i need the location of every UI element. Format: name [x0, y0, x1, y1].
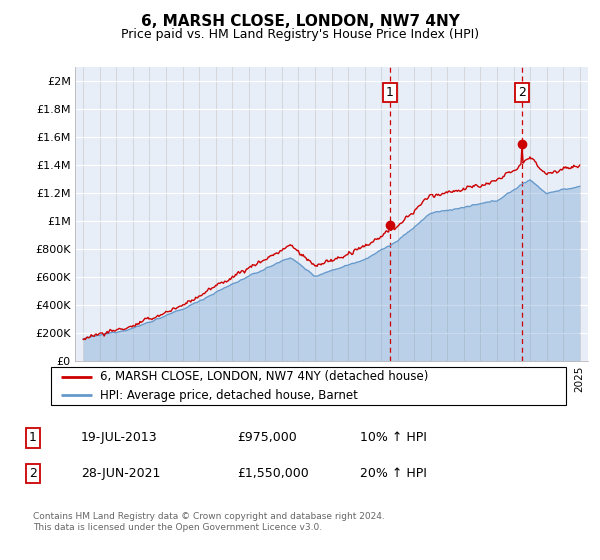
Text: HPI: Average price, detached house, Barnet: HPI: Average price, detached house, Barn… [100, 389, 358, 402]
Text: £1,550,000: £1,550,000 [237, 466, 309, 480]
Text: 10% ↑ HPI: 10% ↑ HPI [360, 431, 427, 445]
Text: £975,000: £975,000 [237, 431, 297, 445]
Text: 28-JUN-2021: 28-JUN-2021 [81, 466, 160, 480]
Text: Price paid vs. HM Land Registry's House Price Index (HPI): Price paid vs. HM Land Registry's House … [121, 28, 479, 41]
FancyBboxPatch shape [50, 367, 566, 405]
Text: 6, MARSH CLOSE, LONDON, NW7 4NY: 6, MARSH CLOSE, LONDON, NW7 4NY [140, 14, 460, 29]
Text: 2: 2 [518, 86, 526, 99]
Text: 1: 1 [386, 86, 394, 99]
Text: 1: 1 [29, 431, 37, 445]
Text: 6, MARSH CLOSE, LONDON, NW7 4NY (detached house): 6, MARSH CLOSE, LONDON, NW7 4NY (detache… [100, 370, 428, 383]
Text: 19-JUL-2013: 19-JUL-2013 [81, 431, 158, 445]
Text: 2: 2 [29, 466, 37, 480]
Text: Contains HM Land Registry data © Crown copyright and database right 2024.
This d: Contains HM Land Registry data © Crown c… [33, 512, 385, 532]
Text: 20% ↑ HPI: 20% ↑ HPI [360, 466, 427, 480]
